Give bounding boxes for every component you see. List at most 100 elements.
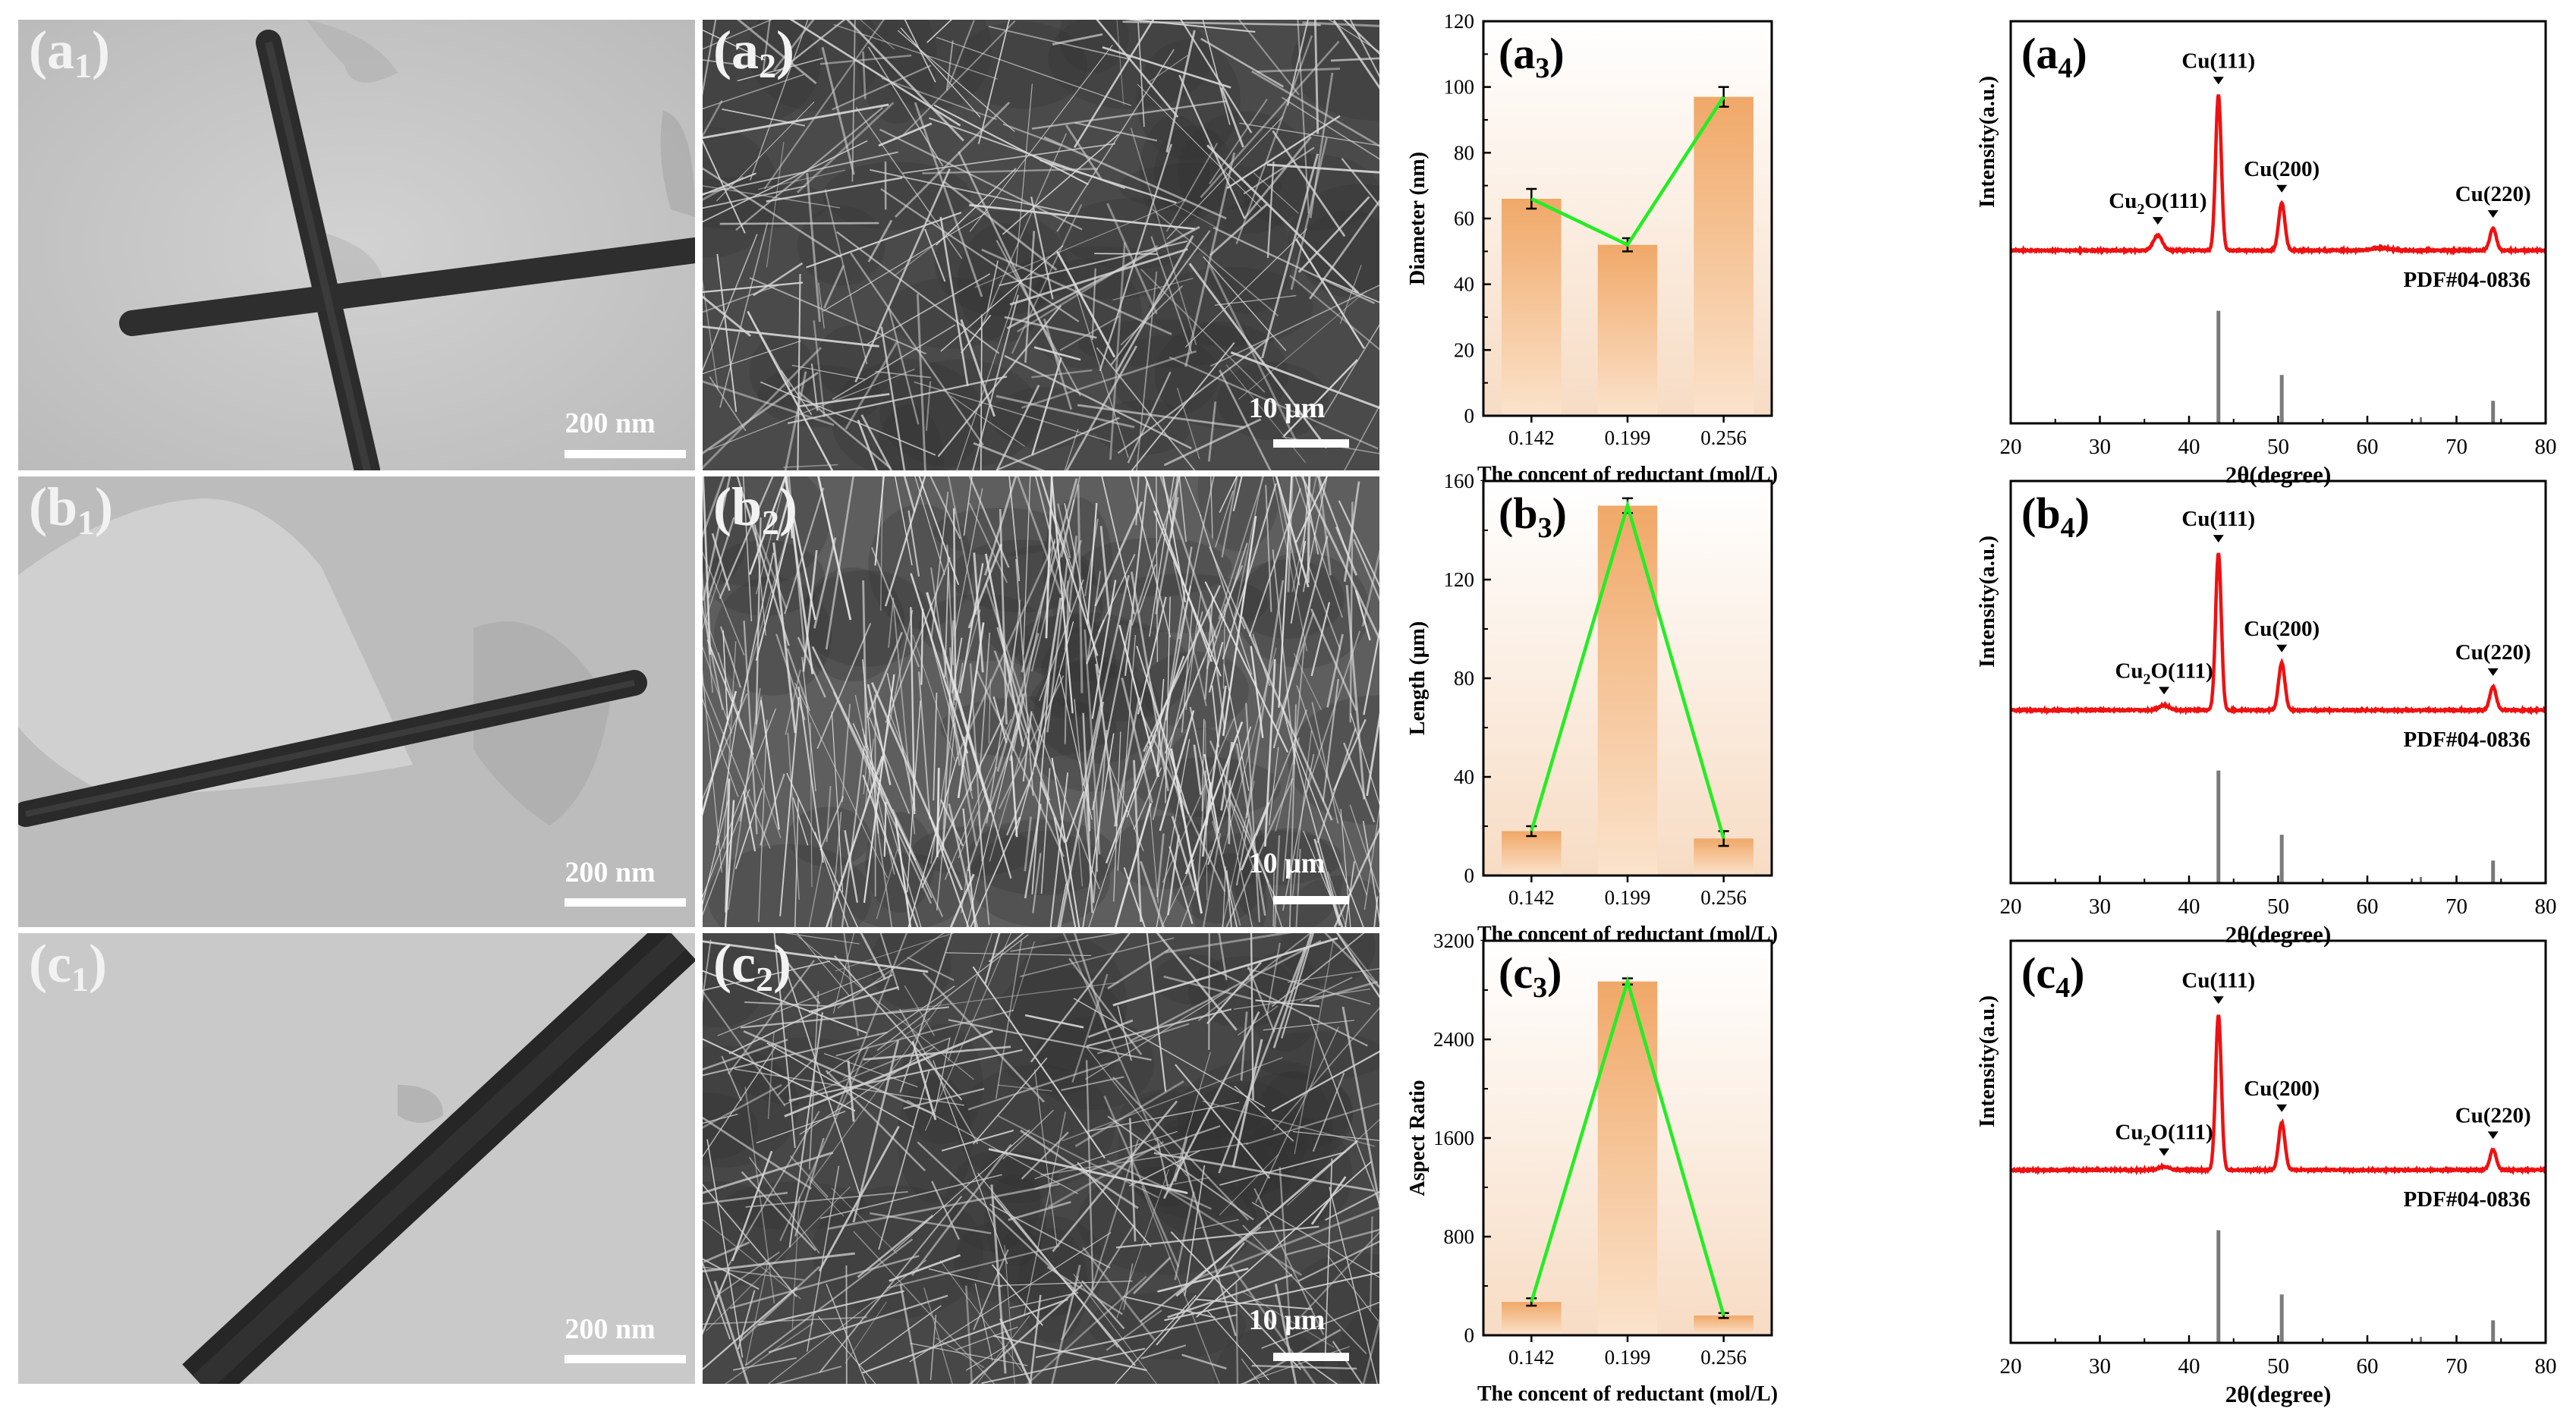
sem-nanowire [970,663,983,862]
xrd-pattern [2010,552,2547,715]
sem-nanowire [1244,136,1312,219]
sem-nanowire [944,567,949,678]
sem-nanowire [1032,853,1042,913]
sem-nanowire [892,809,944,917]
sem-nanowire [936,36,1132,106]
sem-nanowire [1065,791,1085,843]
sem-nanowire [852,1039,900,1223]
sem-nanowire [1207,726,1252,866]
sem-nanowire [1176,388,1200,459]
sem-nanowire [808,857,823,927]
sem-nanowire [1263,872,1283,927]
sem-nanowire [1199,514,1253,675]
sem-nanowire [1287,476,1294,593]
sem-nanowire [703,103,889,140]
sem-nanowire [1168,356,1379,450]
sem-nanowire [791,1196,800,1328]
sem-shadow [1015,246,1190,300]
sem-nanowire [756,476,787,595]
sem-nanowire [1062,1057,1283,1142]
plot-frame [1482,479,1773,877]
panel-label-sub: 4 [2058,52,2072,84]
sem-nanowire [703,1218,801,1300]
sem-nanowire [1170,748,1203,914]
sem-nanowire [1168,846,1194,924]
peak-label-main: Cu(111) [2181,968,2255,992]
sem-nanowire [788,1012,824,1248]
sem-nanowire [1010,755,1018,838]
sem-nanowire [1136,271,1158,470]
sem-nanowire [810,363,819,411]
sem-nanowire [1293,743,1364,927]
sem-nanowire [1153,511,1222,677]
sem-nanowire [836,231,1000,354]
sem-nanowire [939,216,969,387]
x-axis-label: 2θ(degree) [2225,921,2332,948]
sem-nanowire [888,307,920,425]
x-tick-label: 0.256 [1700,886,1747,909]
sem-nanowire [703,670,722,872]
sem-nanowire [703,1116,812,1190]
sem-nanowire [703,1268,731,1335]
sem-shadow [1077,1166,1257,1275]
sem-nanowire [1087,571,1101,661]
sem-nanowire [787,732,800,901]
sem-nanowire [1135,476,1140,526]
sem-nanowire [878,1070,930,1250]
tem-image-c1-graphic [18,933,695,1384]
tem-image-a1-graphic [18,20,695,470]
sem-nanowire [801,656,816,792]
y-tick-label: 40 [1454,273,1474,296]
sem-nanowire [1023,476,1031,655]
sem-nanowire [835,933,955,972]
sem-nanowire [1057,883,1067,927]
sem-nanowire [1341,158,1379,207]
sem-nanowire [918,671,931,819]
x-axis-label: 2θ(degree) [2225,1381,2332,1407]
sem-nanowire [929,1315,937,1381]
sem-shadow [703,1092,758,1161]
panel-label-sub: 4 [2055,972,2070,1004]
sem-nanowire [1052,33,1103,46]
sem-nanowire [1077,830,1084,887]
sem-nanowire [1084,629,1101,855]
sem-nanowire [861,728,922,927]
sem-nanowire [1039,579,1084,701]
sem-nanowire [926,20,953,43]
sem-nanowire [889,714,918,784]
sem-nanowire [1363,627,1379,715]
sem-nanowire [953,683,1012,879]
sem-shadow [703,1181,793,1289]
sem-nanowire [766,1042,915,1129]
sem-nanowire [723,641,737,849]
sem-nanowire [813,320,826,417]
sem-nanowire [1033,346,1081,361]
sem-nanowire [1149,476,1175,637]
sem-nanowire [1309,1017,1379,1206]
sem-nanowire [1061,1225,1135,1341]
sem-nanowire [792,797,809,846]
reference-label: PDF#04-0836 [2403,268,2530,292]
sem-nanowire [1189,706,1238,927]
sem-nanowire [717,965,894,1036]
x-tick-label: 0.142 [1508,886,1555,909]
sem-nanowire [703,167,841,258]
sem-nanowire [767,1031,775,1120]
sem-shadow [1027,259,1143,369]
sem-nanowire [786,648,811,712]
sem-nanowire [1062,933,1158,1142]
sem-nanowire [835,1009,1014,1057]
panel-label-b2: (b2) [713,476,798,542]
sem-nanowire [1016,476,1062,595]
sem-nanowire [797,935,974,1080]
sem-nanowire [928,1268,1002,1287]
sem-nanowire [1058,701,1105,927]
sem-nanowire [1002,134,1119,235]
sem-shadow [748,20,882,112]
sem-nanowire [950,395,1025,447]
panel-label-c2: (c2) [713,933,791,998]
sem-nanowire [939,799,964,847]
sem-nanowire [940,245,1064,352]
sem-nanowire [952,508,957,701]
x-tick-label: 80 [2535,1354,2557,1379]
